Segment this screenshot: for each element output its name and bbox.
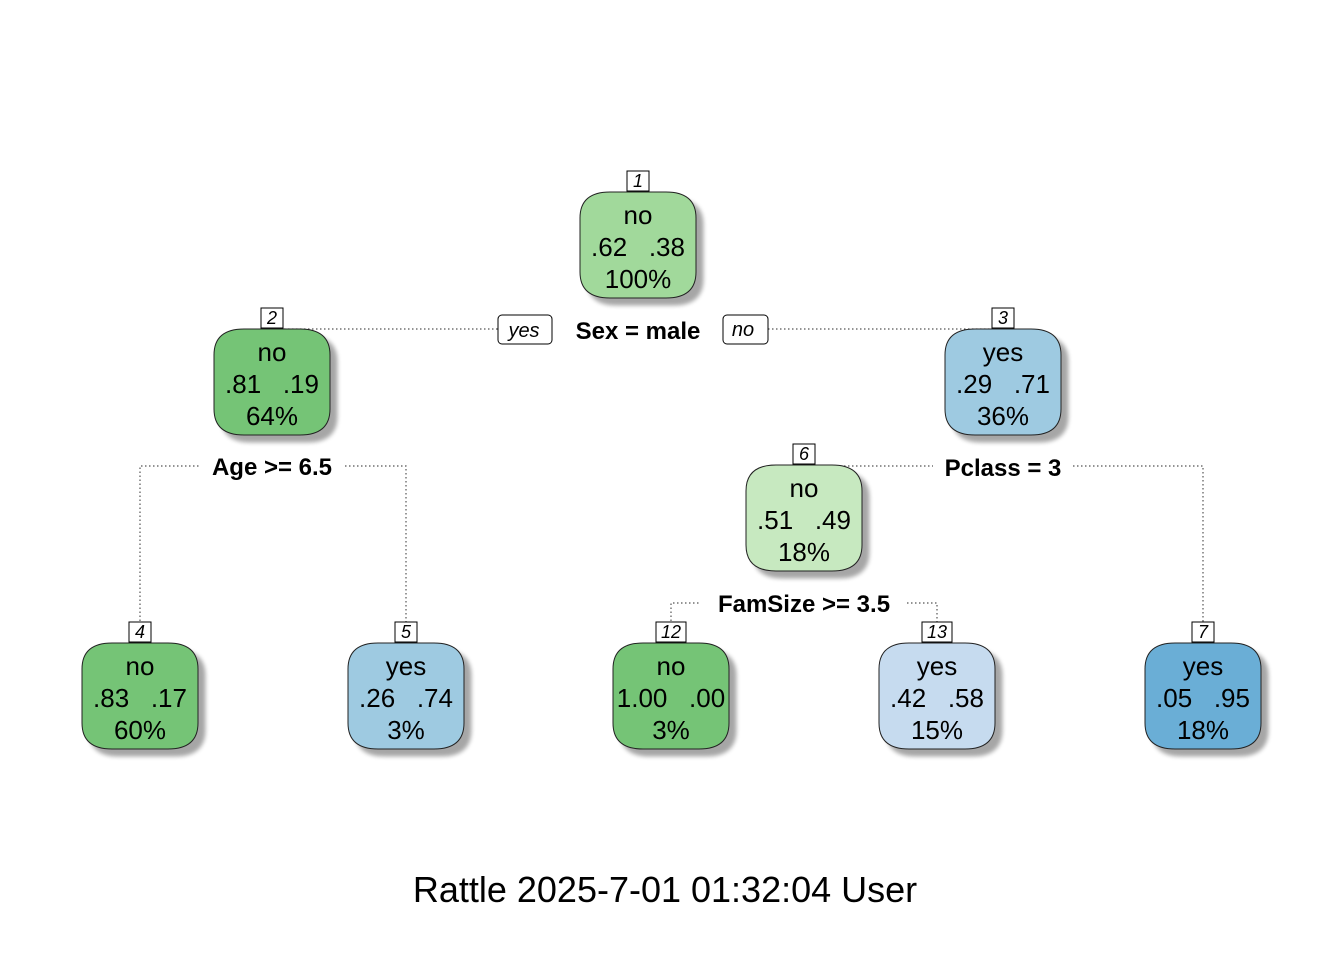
node-number-tag xyxy=(792,443,816,465)
node-number: 13 xyxy=(927,622,947,642)
branch-no-label: no xyxy=(722,314,769,345)
node-box xyxy=(1144,642,1262,750)
node-number: 6 xyxy=(799,444,810,464)
edge-2-5 xyxy=(345,465,407,633)
node-number-tag xyxy=(128,621,152,643)
node-class: yes xyxy=(386,651,426,681)
split-label-node-3: Pclass = 3 xyxy=(945,455,1062,482)
node-class: yes xyxy=(983,337,1023,367)
svg-text:yes: yes xyxy=(506,320,539,342)
edge-3-7 xyxy=(1073,465,1204,633)
edge-2-4 xyxy=(139,465,200,633)
node-box xyxy=(944,328,1062,436)
node-box xyxy=(347,642,465,750)
node-number: 4 xyxy=(135,622,145,642)
node-probabilities: .29 .71 xyxy=(956,369,1050,399)
node-percentage: 3% xyxy=(652,715,690,745)
svg-text:no: no xyxy=(732,319,754,341)
node-probabilities: .05 .95 xyxy=(1156,683,1250,713)
node-box xyxy=(612,642,730,750)
node-class: no xyxy=(258,337,287,367)
node-percentage: 100% xyxy=(605,264,672,294)
node-class: yes xyxy=(917,651,957,681)
node-percentage: 18% xyxy=(778,537,830,567)
node-probabilities: .62 .38 xyxy=(591,232,685,262)
node-number: 12 xyxy=(661,622,681,642)
node-box xyxy=(81,642,199,750)
node-number-tag xyxy=(626,170,650,192)
node-probabilities: 1.00 .00 xyxy=(617,683,725,713)
node-class: no xyxy=(657,651,686,681)
node-number: 1 xyxy=(633,171,643,191)
node-class: no xyxy=(126,651,155,681)
split-label-node-1: Sex = male xyxy=(576,318,701,345)
node-percentage: 3% xyxy=(387,715,425,745)
node-number: 5 xyxy=(401,622,412,642)
node-probabilities: .42 .58 xyxy=(890,683,984,713)
node-percentage: 15% xyxy=(911,715,963,745)
node-probabilities: .51 .49 xyxy=(757,505,851,535)
node-percentage: 18% xyxy=(1177,715,1229,745)
branch-yes-label: yes xyxy=(497,314,553,345)
node-box xyxy=(213,328,331,436)
node-number-tag xyxy=(655,621,687,643)
node-number: 7 xyxy=(1198,622,1209,642)
node-box xyxy=(745,464,863,572)
footer-caption: Rattle 2025-7-01 01:32:04 User xyxy=(413,869,917,910)
node-class: no xyxy=(790,473,819,503)
node-number: 2 xyxy=(266,308,277,328)
node-class: no xyxy=(624,200,653,230)
node-probabilities: .81 .19 xyxy=(225,369,319,399)
node-number-tag xyxy=(921,621,953,643)
node-percentage: 60% xyxy=(114,715,166,745)
node-number-tag xyxy=(260,307,284,329)
node-probabilities: .83 .17 xyxy=(93,683,187,713)
node-number-tag xyxy=(991,307,1015,329)
node-percentage: 64% xyxy=(246,401,298,431)
split-label-node-2: Age >= 6.5 xyxy=(212,454,332,481)
node-box xyxy=(579,191,697,299)
tree-node-12: 12 no1.00 .003% xyxy=(612,621,730,750)
node-number: 3 xyxy=(998,308,1008,328)
node-class: yes xyxy=(1183,651,1223,681)
tree-node-5: 5 yes.26 .743% xyxy=(347,621,465,750)
node-number-tag xyxy=(1191,621,1215,643)
edge-6-12 xyxy=(670,602,700,633)
split-label-node-6: FamSize >= 3.5 xyxy=(718,591,890,618)
node-box xyxy=(878,642,996,750)
node-percentage: 36% xyxy=(977,401,1029,431)
node-probabilities: .26 .74 xyxy=(359,683,453,713)
node-number-tag xyxy=(394,621,418,643)
